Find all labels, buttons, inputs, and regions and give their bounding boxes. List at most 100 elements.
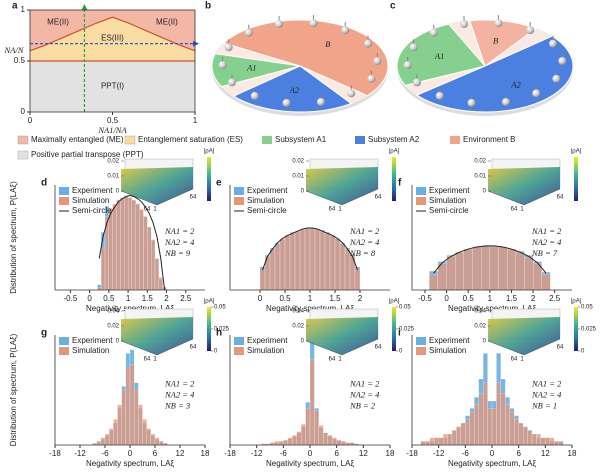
slice-label: A2	[510, 79, 521, 89]
x-tick-label: 18	[386, 449, 395, 458]
qubit-icon	[549, 39, 558, 48]
histogram-bar	[146, 428, 151, 446]
histogram-bar	[469, 411, 475, 446]
colorbar-tick-label: 0.05	[581, 305, 593, 311]
panel-label: e	[216, 178, 222, 189]
legend-label: Semi-circle	[247, 206, 287, 215]
inset-tick-label: 0.02	[292, 324, 304, 330]
histogram-bar	[491, 408, 497, 446]
pie-slice	[222, 19, 389, 97]
histogram-bar	[558, 441, 564, 446]
qubit-icon	[467, 98, 476, 107]
colorbar-tick-label: 0.05	[399, 305, 411, 311]
inset-tick-label: 0.02	[474, 159, 486, 165]
histogram-bar	[120, 197, 125, 291]
x-tick-label: 2	[164, 294, 169, 303]
inset-surface	[121, 167, 193, 205]
histogram-bar	[463, 248, 473, 291]
slice-label: A1	[434, 51, 444, 61]
x-tick-label: 0.5	[107, 116, 119, 125]
annotation: NA2 = 4	[164, 389, 195, 399]
x-tick-label: 0.5	[463, 294, 475, 303]
inset-axis-label: 64	[557, 195, 564, 201]
qubit-icon	[460, 20, 469, 29]
x-tick-label: 0	[444, 294, 449, 303]
legend-swatch	[416, 197, 426, 205]
colorbar	[207, 157, 211, 201]
inset-axis-label: 64	[557, 345, 564, 351]
region-label: ME(II)	[47, 17, 69, 26]
histogram-bar	[154, 437, 160, 446]
histogram-bar	[299, 229, 306, 291]
inset-surface	[121, 317, 193, 355]
histogram-bar	[121, 389, 126, 446]
x-axis-label: Negativity spectrum, LAξ	[86, 459, 174, 468]
histogram-bar	[279, 238, 286, 291]
x-tick-label: 0.5	[103, 294, 115, 303]
inset-axis-label: 1	[338, 207, 342, 213]
semicircle-line	[98, 194, 166, 291]
histogram-bar	[465, 419, 470, 446]
legend-label: Simulation	[72, 196, 109, 205]
es-boundary	[29, 16, 196, 52]
histogram-bar	[319, 231, 326, 291]
histogram-bar	[113, 419, 118, 446]
x-tick-label: -6	[101, 449, 109, 458]
histogram-bar	[523, 426, 528, 446]
inset-axis-label: 1	[520, 207, 524, 213]
annotation: NA1 = 2	[349, 226, 380, 236]
y-axis-label: Distribution of spectrum, P(LAξ)	[9, 181, 18, 294]
x-tick-label: 12	[359, 449, 368, 458]
inset-tick-label: 0.01	[292, 174, 304, 180]
inset-axis-label: 64	[375, 195, 382, 201]
histogram-bar	[269, 248, 276, 291]
colorbar-tick-label: 0	[214, 349, 218, 355]
legend-swatch	[416, 347, 426, 355]
x-tick-label: 1.5	[142, 294, 154, 303]
inset-tick-label: 0.04	[292, 309, 304, 315]
qubit-icon	[316, 97, 325, 106]
annotation: NB = 1	[531, 400, 557, 410]
histogram-bar	[527, 430, 533, 446]
legend-label: Experiment	[429, 186, 470, 195]
colorbar-label: |ρA|	[389, 149, 400, 155]
x-axis-label: NA1/NA	[97, 125, 127, 135]
colorbar	[392, 307, 396, 351]
histogram-bar	[147, 226, 152, 291]
annotation: NA2 = 4	[349, 389, 380, 399]
inset-tick-label: 0.01	[474, 174, 486, 180]
histogram-bar	[354, 268, 361, 291]
inset-axis-label: 64	[190, 195, 197, 201]
inset-tick-label: 0.02	[474, 324, 486, 330]
histogram-bar	[129, 364, 135, 446]
histogram-bar	[135, 203, 140, 291]
qubit-icon	[250, 91, 259, 100]
histogram-bar	[541, 274, 551, 291]
legend-label: Simulation	[247, 346, 284, 355]
qubit-icon	[227, 78, 236, 87]
colorbar-label: |ρA|	[571, 299, 582, 305]
legend-label: Environment B	[463, 135, 515, 144]
x-tick-label: 0	[87, 294, 92, 303]
histogram-bar	[101, 247, 106, 291]
histogram-bar	[447, 433, 453, 446]
panel-label: a	[12, 1, 18, 12]
inset-axis-label: 64	[144, 357, 151, 363]
histogram-bar	[545, 437, 550, 446]
histogram-bar	[514, 419, 519, 446]
histogram-bar	[287, 437, 293, 446]
annotation: NA1 = 2	[531, 226, 562, 236]
inset-surface	[488, 167, 560, 205]
inset-tick-label: 0.01	[107, 174, 119, 180]
panel-label: h	[216, 328, 222, 339]
semicircle-line	[433, 245, 547, 274]
histogram-bar	[154, 258, 159, 291]
colorbar	[207, 307, 211, 351]
legend-swatch	[262, 136, 272, 144]
annotation: NA2 = 4	[164, 237, 195, 247]
histogram-bar	[142, 419, 147, 446]
qubit-icon	[218, 61, 227, 70]
histogram-bar	[420, 441, 426, 446]
histogram-bar	[283, 440, 288, 446]
ppt-region	[30, 61, 195, 112]
